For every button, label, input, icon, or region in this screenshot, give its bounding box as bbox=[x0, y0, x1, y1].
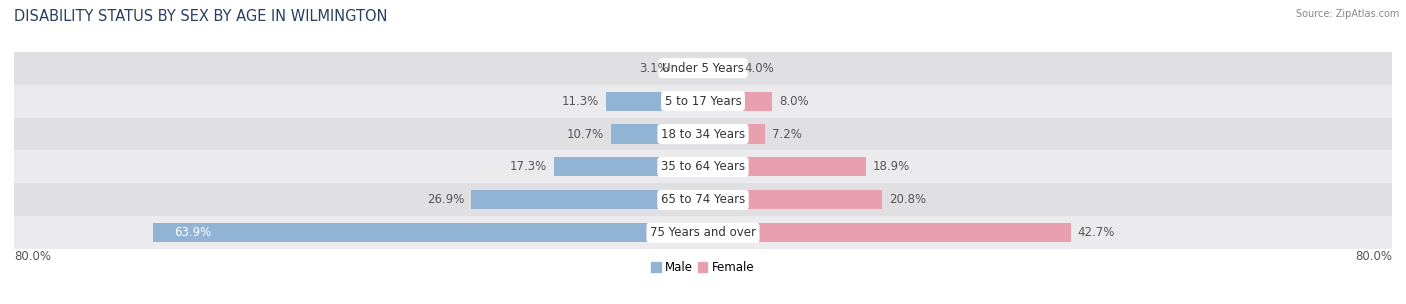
Legend: Male, Female: Male, Female bbox=[647, 257, 759, 279]
Text: 11.3%: 11.3% bbox=[561, 95, 599, 108]
Text: 4.0%: 4.0% bbox=[744, 62, 775, 75]
Text: 18.9%: 18.9% bbox=[873, 161, 910, 174]
Text: 3.1%: 3.1% bbox=[640, 62, 669, 75]
Text: Source: ZipAtlas.com: Source: ZipAtlas.com bbox=[1295, 9, 1399, 19]
Text: 18 to 34 Years: 18 to 34 Years bbox=[661, 127, 745, 140]
Bar bbox=[14, 216, 1392, 249]
Bar bbox=[703, 59, 738, 78]
Text: 17.3%: 17.3% bbox=[510, 161, 547, 174]
Bar bbox=[153, 223, 703, 242]
Text: 80.0%: 80.0% bbox=[14, 250, 51, 263]
Text: 42.7%: 42.7% bbox=[1077, 226, 1115, 239]
Text: 80.0%: 80.0% bbox=[1355, 250, 1392, 263]
Bar bbox=[14, 85, 1392, 118]
Bar bbox=[14, 150, 1392, 183]
Bar bbox=[703, 223, 1071, 242]
Bar bbox=[14, 52, 1392, 85]
Bar bbox=[610, 124, 703, 143]
Bar bbox=[606, 92, 703, 111]
Text: 35 to 64 Years: 35 to 64 Years bbox=[661, 161, 745, 174]
Bar bbox=[703, 124, 765, 143]
Bar bbox=[703, 92, 772, 111]
Bar bbox=[471, 190, 703, 209]
Text: 65 to 74 Years: 65 to 74 Years bbox=[661, 193, 745, 206]
Bar bbox=[14, 183, 1392, 216]
Text: 7.2%: 7.2% bbox=[772, 127, 801, 140]
Text: 10.7%: 10.7% bbox=[567, 127, 605, 140]
Text: Under 5 Years: Under 5 Years bbox=[662, 62, 744, 75]
Bar bbox=[676, 59, 703, 78]
Text: DISABILITY STATUS BY SEX BY AGE IN WILMINGTON: DISABILITY STATUS BY SEX BY AGE IN WILMI… bbox=[14, 9, 388, 24]
Text: 20.8%: 20.8% bbox=[889, 193, 927, 206]
Text: 5 to 17 Years: 5 to 17 Years bbox=[665, 95, 741, 108]
Bar bbox=[703, 190, 882, 209]
Text: 8.0%: 8.0% bbox=[779, 95, 808, 108]
Bar bbox=[14, 118, 1392, 150]
Bar bbox=[703, 157, 866, 177]
Text: 75 Years and over: 75 Years and over bbox=[650, 226, 756, 239]
Bar bbox=[554, 157, 703, 177]
Text: 63.9%: 63.9% bbox=[174, 226, 211, 239]
Text: 26.9%: 26.9% bbox=[427, 193, 464, 206]
